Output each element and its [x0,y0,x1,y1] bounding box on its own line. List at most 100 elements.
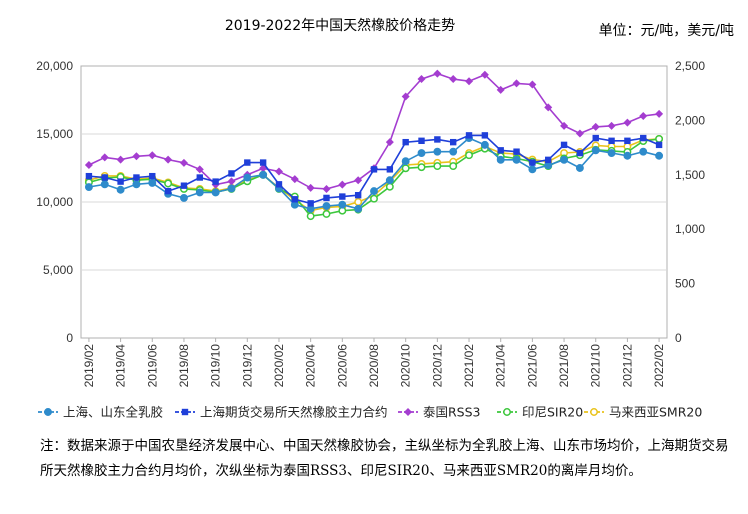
data-point [306,183,315,192]
data-point [417,149,426,157]
data-point [196,174,203,181]
data-point [480,70,489,79]
data-point [655,151,664,160]
series-lines [84,69,664,221]
data-point [354,192,362,199]
data-point [370,166,378,173]
legend-item: 上海、山东全乳胶 [38,405,163,420]
x-tick-label: 2020/02 [272,344,286,388]
data-point [164,155,173,164]
data-point [290,175,299,184]
data-point [181,408,189,416]
y-left-tick-label: 5,000 [43,263,73,277]
data-point [354,204,363,213]
data-point [164,187,172,195]
x-tick-label: 2020/12 [430,344,444,388]
data-point [148,179,157,187]
data-point [401,92,410,101]
legend-item: 马来西亚SMR20 [584,405,702,420]
y-right-tick-label: 1,000 [675,222,705,236]
data-point [401,164,410,173]
data-point [623,151,632,160]
data-point [592,134,599,142]
data-point [496,155,505,164]
legend-label: 泰国RSS3 [423,405,481,420]
data-point [100,153,109,162]
data-point [227,184,236,193]
data-point [503,408,511,416]
data-point [386,166,394,173]
data-point [116,185,125,194]
data-point [544,161,553,170]
data-point [339,193,346,200]
x-tick-label: 2021/06 [525,344,539,388]
data-point [560,121,569,130]
legend: 上海、山东全乳胶 上海期货交易所天然橡胶主力合约 泰国RSS3 印尼SIR20 马来西亚… [38,405,702,420]
data-point [322,202,331,211]
data-point [306,212,315,221]
x-tick-label: 2020/10 [399,344,413,388]
x-tick-label: 2020/04 [304,344,318,388]
legend-item: 印尼SIR20 [497,405,583,420]
data-point [195,188,204,197]
data-point [418,137,425,144]
data-point [354,176,363,185]
data-point [211,188,220,197]
data-point [259,159,267,166]
data-point [133,174,140,181]
data-point [212,178,219,185]
data-point [576,149,584,157]
data-point [291,196,299,203]
data-point [528,165,537,174]
data-point [148,151,157,160]
data-point [290,200,299,209]
legend-label: 印尼SIR20 [522,405,583,420]
data-point [385,176,394,185]
data-point [529,159,536,166]
data-point [101,174,108,181]
y-left-tick-label: 20,000 [36,59,73,73]
data-point [417,163,426,172]
data-point [370,194,378,203]
data-point [449,147,458,156]
data-point [655,134,664,143]
data-point [307,200,314,207]
data-point [180,182,188,189]
data-point [496,85,505,94]
legend-item: 上海期货交易所天然橡胶主力合约 [175,405,388,420]
y-left-tick-label: 0 [66,331,73,345]
data-point [591,146,600,155]
data-point [528,80,537,89]
y-right-tick-label: 0 [675,331,682,345]
data-point [575,129,584,138]
data-point [433,69,442,78]
data-point [370,187,378,196]
data-point [624,137,631,144]
data-point [590,408,598,416]
data-point [84,161,93,170]
data-point [497,147,504,154]
data-point [227,177,236,186]
data-point [434,136,441,143]
data-point [513,148,520,155]
data-point [259,170,268,179]
data-point [465,77,474,86]
x-tick-label: 2021/04 [494,344,508,388]
rubber-price-chart: 0 5,000 10,000 15,000 20,000 0 500 1,000 1,500 2,… [36,59,705,420]
data-point [417,75,426,84]
data-point [449,75,458,84]
data-point [560,141,568,149]
data-point [244,159,251,166]
data-point [132,152,141,161]
data-point [149,172,156,180]
data-point [404,408,412,416]
data-point [117,178,124,185]
data-point [560,155,569,164]
data-point [639,112,648,121]
data-point [449,162,458,171]
x-tick-label: 2019/02 [82,344,96,388]
data-point [545,156,552,164]
data-point [401,157,410,166]
data-point [84,183,93,191]
x-tick-label: 2019/06 [145,344,159,388]
